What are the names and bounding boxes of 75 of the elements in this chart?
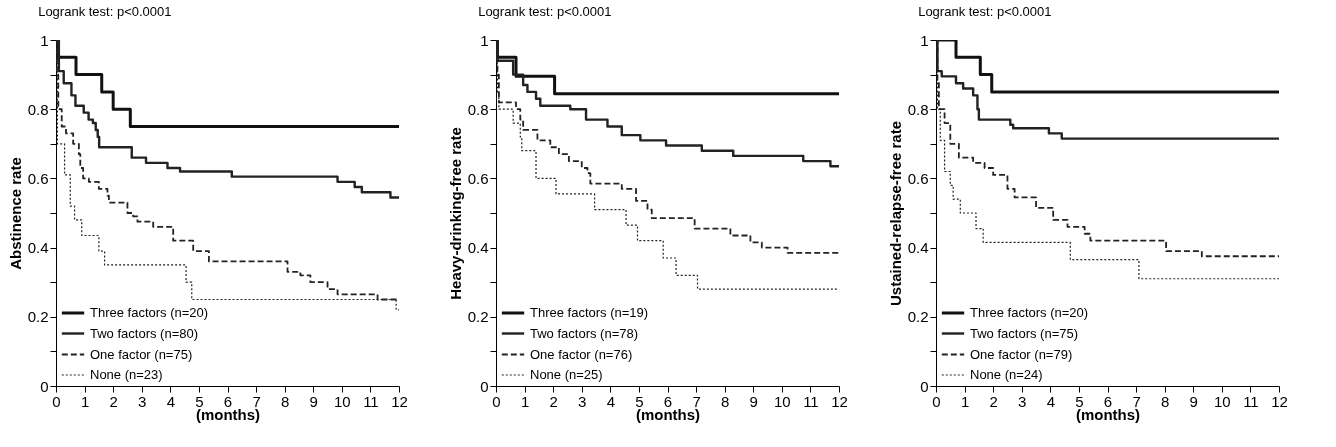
y-tick-label: 0.2 <box>27 308 49 326</box>
x-tick-label: 11 <box>363 392 379 410</box>
legend-label: Three factors (n=20) <box>970 305 1089 320</box>
y-tick-label: 0 <box>920 377 929 395</box>
legend-label: One factor (n=76) <box>530 346 633 362</box>
legend-label: Three factors (n=20) <box>90 305 209 320</box>
y-tick-label: 0.6 <box>467 169 489 187</box>
legend-label: Two factors (n=80) <box>90 325 199 341</box>
legend-label: None (n=24) <box>970 367 1043 382</box>
x-tick-label: 11 <box>803 392 819 410</box>
x-tick-label: 9 <box>749 392 758 410</box>
legend-label: None (n=23) <box>90 367 163 382</box>
y-tick-label: 0.2 <box>907 308 929 326</box>
y-tick-label: 0 <box>480 377 489 395</box>
x-tick-label: 2 <box>109 392 118 410</box>
legend-label: One factor (n=79) <box>970 346 1073 362</box>
y-tick-label: 0.4 <box>467 239 489 257</box>
x-tick-label: 6 <box>1103 392 1113 410</box>
x-tick-label: 5 <box>1075 392 1084 410</box>
chart-title: Logrank test: p<0.0001 <box>38 4 172 19</box>
x-tick-label: 8 <box>1160 392 1170 410</box>
x-tick-label: 0 <box>492 392 501 410</box>
x-tick-label: 7 <box>1132 392 1141 410</box>
x-tick-label: 6 <box>663 392 673 410</box>
x-tick-label: 4 <box>606 392 616 410</box>
x-tick-label: 7 <box>692 392 701 410</box>
x-tick-label: 12 <box>831 392 848 410</box>
legend-label: None (n=25) <box>530 367 603 382</box>
x-tick-label: 2 <box>989 392 998 410</box>
x-tick-label: 10 <box>1213 392 1231 410</box>
x-tick-label: 3 <box>578 392 587 410</box>
x-tick-label: 11 <box>1243 392 1259 410</box>
x-tick-label: 5 <box>195 392 204 410</box>
chart-title: Logrank test: p<0.0001 <box>478 4 612 19</box>
x-tick-label: 7 <box>252 392 261 410</box>
x-tick-label: 8 <box>280 392 290 410</box>
y-tick-label: 0.4 <box>907 239 929 257</box>
y-axis-title: Ustained-relapse-free rate <box>886 120 904 307</box>
x-tick-label: 6 <box>223 392 233 410</box>
x-tick-label: 5 <box>635 392 644 410</box>
x-tick-label: 8 <box>720 392 730 410</box>
y-tick-label: 0.2 <box>467 308 489 326</box>
legend-label: Three factors (n=19) <box>530 305 649 320</box>
x-tick-label: 1 <box>80 392 90 410</box>
y-axis-title: Abstinence rate <box>6 157 24 270</box>
y-tick-label: 0.6 <box>907 169 929 187</box>
x-tick-label: 4 <box>166 392 176 410</box>
x-tick-label: 0 <box>52 392 61 410</box>
y-tick-label: 0.4 <box>27 239 49 257</box>
y-tick-label: 0.6 <box>27 169 49 187</box>
x-tick-label: 1 <box>960 392 970 410</box>
x-tick-label: 9 <box>309 392 318 410</box>
x-tick-label: 1 <box>520 392 530 410</box>
y-tick-label: 0 <box>40 377 49 395</box>
x-tick-label: 12 <box>391 392 408 410</box>
x-tick-label: 10 <box>773 392 791 410</box>
y-tick-label: 0.8 <box>27 100 49 118</box>
x-tick-label: 3 <box>138 392 147 410</box>
x-tick-label: 0 <box>932 392 941 410</box>
x-tick-label: 10 <box>333 392 351 410</box>
x-tick-label: 4 <box>1046 392 1056 410</box>
legend-label: Two factors (n=75) <box>970 325 1079 341</box>
legend-label: Two factors (n=78) <box>530 325 639 341</box>
y-tick-label: 1 <box>480 31 489 49</box>
chart-title: Logrank test: p<0.0001 <box>918 4 1052 19</box>
y-tick-label: 1 <box>40 31 49 49</box>
y-axis-title: Heavy-drinking-free rate <box>446 127 464 300</box>
legend-label: One factor (n=75) <box>90 346 193 362</box>
y-tick-label: 0.8 <box>467 100 489 118</box>
x-tick-label: 3 <box>1018 392 1027 410</box>
x-tick-label: 2 <box>549 392 558 410</box>
x-tick-label: 12 <box>1271 392 1288 410</box>
x-tick-label: 9 <box>1189 392 1198 410</box>
y-tick-label: 1 <box>920 31 929 49</box>
y-tick-label: 0.8 <box>907 100 929 118</box>
